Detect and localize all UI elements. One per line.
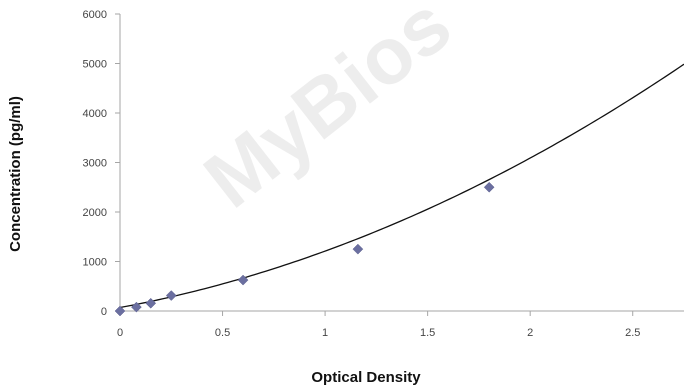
y-tick-label: 6000 — [83, 9, 107, 21]
x-tick-label: 1.5 — [420, 327, 435, 339]
watermark: MyBios — [188, 0, 467, 225]
y-axis-title: Concentration (pg/ml) — [7, 96, 24, 252]
data-point — [237, 274, 249, 286]
x-tick-label: 2.5 — [625, 327, 640, 339]
y-tick-label: 2000 — [83, 207, 107, 219]
trendline-curve — [119, 63, 684, 309]
plot-area: 0 1000 2000 3000 4000 5000 6000 0 0.5 1 1.5 2 2.5 — [83, 9, 684, 339]
data-point — [145, 297, 157, 309]
x-tick-label: 0.5 — [215, 327, 230, 339]
x-tick-label: 1 — [322, 327, 328, 339]
x-tick-label: 2 — [527, 327, 533, 339]
y-tick-label: 3000 — [83, 158, 107, 170]
data-point — [165, 290, 177, 301]
y-tick-label: 1000 — [83, 257, 107, 269]
y-tick-label: 0 — [101, 306, 107, 318]
x-tick-label: 0 — [117, 327, 123, 339]
data-point — [483, 181, 495, 193]
y-tick-label: 4000 — [83, 108, 107, 120]
data-point — [352, 243, 364, 255]
data-point — [131, 301, 142, 313]
data-point — [114, 305, 126, 317]
x-axis-title: Optical Density — [311, 369, 421, 386]
y-tick-label: 5000 — [83, 59, 107, 71]
